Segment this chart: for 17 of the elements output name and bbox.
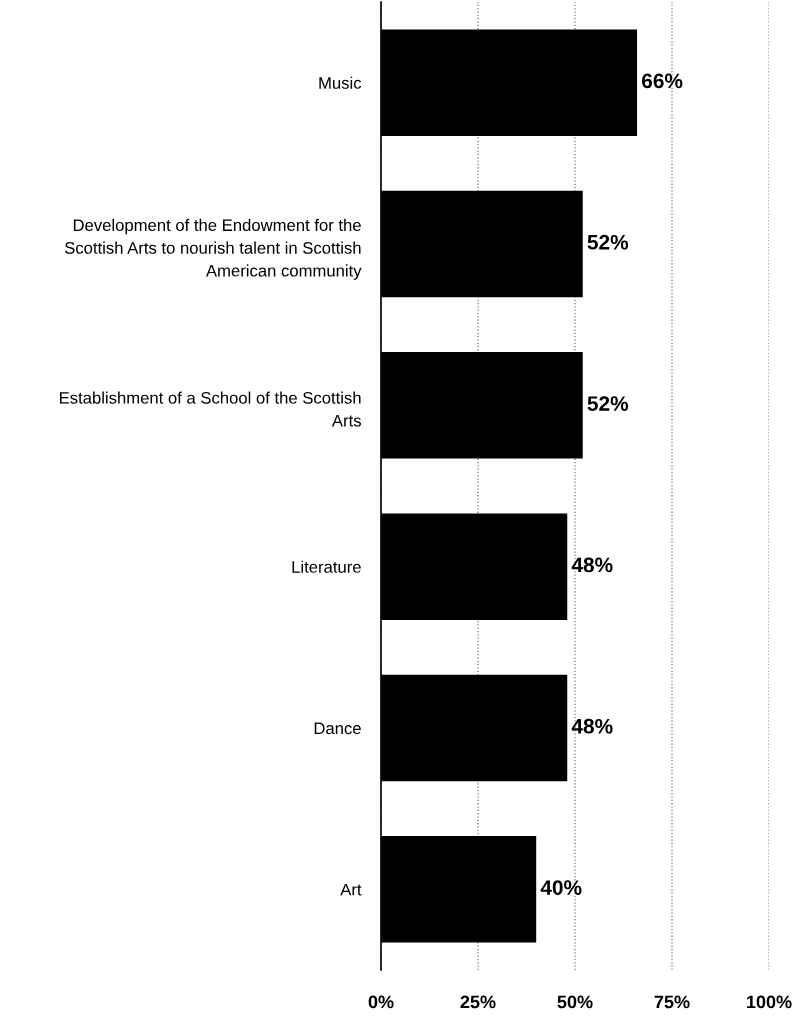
data-label: 52% [587, 234, 629, 250]
y-tick-label: Establishment of a School of the Scottish Arts [59, 391, 361, 427]
x-tick-label: 0% [368, 995, 394, 1009]
y-tick-label: Dance [314, 722, 361, 735]
x-tick-label: 75% [654, 995, 690, 1009]
x-tick-label: 25% [460, 995, 496, 1009]
x-tick-label: 50% [557, 995, 593, 1009]
y-tick-label: Literature [292, 560, 361, 573]
data-label: 48% [571, 718, 613, 734]
data-label: 40% [540, 880, 582, 895]
data-label: 48% [571, 557, 613, 573]
data-label: 66% [642, 73, 683, 89]
x-tick-label: 100% [747, 995, 792, 1009]
y-tick-label: Art [340, 883, 362, 896]
y-tick-label: Music [319, 76, 362, 89]
y-tick-label: Development of the Endowment for the Scottish Arts to nourish talent in Scottish American community [64, 218, 362, 280]
data-label: 52% [587, 396, 629, 411]
